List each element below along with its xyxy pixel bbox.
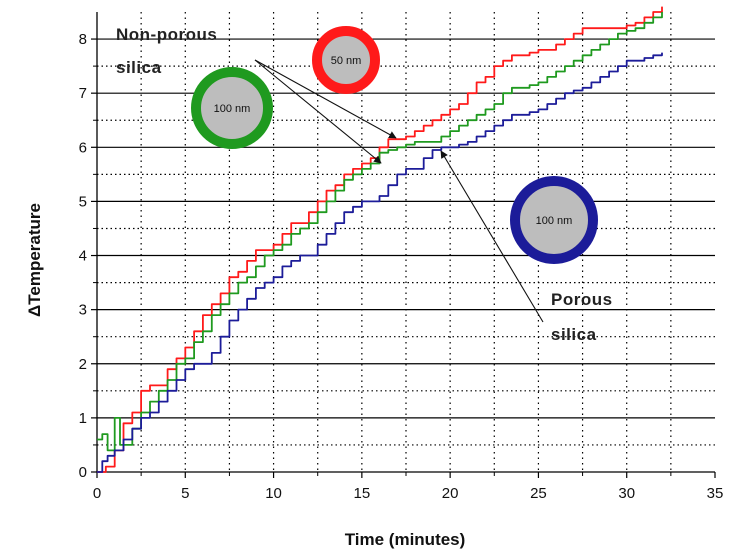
- series-line-3: [97, 52, 663, 473]
- y-axis-title: ΔTemperature: [25, 203, 44, 317]
- annotation-arrow: [254, 59, 397, 139]
- annotation-nonporous-line: silica: [116, 58, 162, 77]
- x-tick-label: 25: [530, 485, 547, 502]
- y-tick-label: 8: [79, 31, 87, 48]
- x-tick-label: 15: [354, 485, 371, 502]
- particle-size-label: 50 nm: [331, 55, 362, 67]
- y-tick-label: 0: [79, 464, 87, 481]
- annotation-porous-line: silica: [551, 325, 597, 344]
- x-tick-label: 5: [181, 485, 189, 502]
- y-tick-label: 4: [79, 248, 87, 265]
- annotation-arrow: [440, 150, 544, 323]
- x-tick-label: 20: [442, 485, 459, 502]
- particle-circle: [191, 67, 273, 149]
- y-tick-label: 2: [79, 356, 87, 373]
- series-group: [97, 6, 663, 473]
- annotations: Non-porous silica Porous silica: [116, 25, 613, 344]
- annotation-nonporous-line: Non-porous: [116, 25, 217, 44]
- particle-circle: [312, 26, 380, 94]
- x-axis-title: Time (minutes): [345, 530, 466, 549]
- particle-markers: 100 nm 50 nm 100 nm: [191, 26, 598, 264]
- y-tick-label: 6: [79, 139, 87, 156]
- y-tick-label: 7: [79, 85, 87, 102]
- particle-size-label: 100 nm: [536, 215, 573, 227]
- axes: 0 5 10 15 20 25 30 35 0 1 2 3 4 5 6 7 8: [79, 12, 724, 502]
- x-tick-label: 10: [265, 485, 282, 502]
- series-line-1: [97, 6, 663, 473]
- x-tick-label: 0: [93, 485, 101, 502]
- annotation-arrows: [254, 59, 544, 323]
- x-tick-label: 30: [618, 485, 635, 502]
- particle-circle: [510, 176, 598, 264]
- annotation-arrow: [254, 59, 382, 164]
- particle-size-label: 100 nm: [214, 103, 251, 115]
- y-tick-label: 1: [79, 410, 87, 427]
- series-line-2: [97, 12, 663, 452]
- x-tick-label: 35: [707, 485, 724, 502]
- y-tick-label: 3: [79, 302, 87, 319]
- y-tick-label: 5: [79, 193, 87, 210]
- grid: [97, 12, 715, 472]
- annotation-porous-line: Porous: [551, 290, 613, 309]
